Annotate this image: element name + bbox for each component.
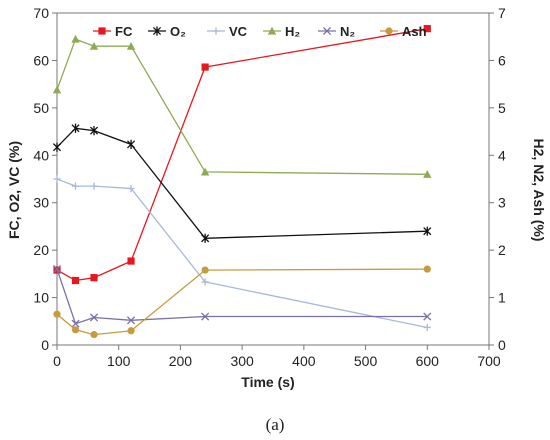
series-line bbox=[56, 127, 428, 239]
right-axis: 0 1 2 3 4 5 6 7 bbox=[489, 5, 506, 353]
left-tick-label: 10 bbox=[33, 290, 49, 306]
series-layer bbox=[52, 25, 432, 339]
x-tick-label: 100 bbox=[107, 353, 131, 369]
data-point bbox=[90, 330, 98, 339]
data-point bbox=[423, 170, 432, 178]
left-axis: 0 10 20 30 40 50 60 70 bbox=[33, 5, 57, 353]
series-line bbox=[56, 28, 428, 282]
data-point bbox=[89, 313, 99, 322]
series-0 bbox=[53, 25, 431, 285]
legend-marker bbox=[152, 26, 162, 36]
left-tick-label: 60 bbox=[33, 52, 49, 68]
series-line bbox=[56, 38, 428, 175]
data-point bbox=[71, 34, 80, 43]
series-line bbox=[56, 268, 428, 336]
x-axis: 0 100 200 300 400 500 600 700 bbox=[53, 345, 501, 369]
x-tick-label: 700 bbox=[477, 353, 501, 369]
legend-label: Ash bbox=[402, 24, 427, 39]
data-point bbox=[89, 126, 99, 136]
right-tick-label: 2 bbox=[498, 242, 506, 258]
legend-label: VC bbox=[229, 24, 248, 39]
data-point bbox=[201, 312, 210, 321]
left-tick-label: 40 bbox=[33, 147, 49, 163]
x-tick-label: 300 bbox=[230, 353, 254, 369]
series-line bbox=[56, 268, 428, 325]
data-point bbox=[127, 184, 135, 193]
data-point bbox=[423, 323, 431, 332]
left-tick-label: 0 bbox=[41, 337, 49, 353]
data-point bbox=[200, 167, 210, 176]
legend-marker bbox=[98, 27, 106, 35]
data-point bbox=[71, 319, 80, 328]
right-tick-label: 7 bbox=[498, 5, 506, 21]
data-point bbox=[127, 257, 135, 265]
legend-item-3: H₂ bbox=[263, 24, 300, 39]
figure-caption: (a) bbox=[266, 415, 285, 434]
series-line bbox=[56, 178, 428, 329]
right-axis-title: H2, N2, Ash (%) bbox=[531, 139, 547, 242]
data-point bbox=[89, 42, 99, 50]
data-point bbox=[90, 182, 98, 190]
left-tick-label: 30 bbox=[33, 195, 49, 211]
right-tick-label: 3 bbox=[498, 195, 506, 211]
left-axis-title: FC, O2, VC (%) bbox=[6, 141, 22, 239]
data-point bbox=[201, 266, 209, 274]
series-2 bbox=[53, 175, 431, 332]
data-point bbox=[201, 63, 209, 71]
x-tick-label: 0 bbox=[53, 353, 61, 369]
legend-item-5: Ash bbox=[380, 24, 427, 39]
data-point bbox=[52, 142, 62, 152]
data-point bbox=[71, 326, 80, 334]
legend-label: N₂ bbox=[340, 24, 355, 39]
legend-marker bbox=[322, 26, 332, 36]
series-4 bbox=[52, 265, 432, 328]
data-point bbox=[423, 25, 431, 33]
data-point bbox=[71, 276, 80, 285]
data-point bbox=[90, 274, 98, 282]
legend-label: FC bbox=[115, 24, 133, 39]
x-tick-label: 400 bbox=[292, 353, 316, 369]
data-point bbox=[423, 312, 432, 321]
right-tick-label: 6 bbox=[498, 52, 506, 68]
left-tick-label: 50 bbox=[33, 100, 49, 116]
series-3 bbox=[52, 34, 432, 178]
data-point bbox=[126, 316, 136, 325]
left-tick-label: 20 bbox=[33, 242, 49, 258]
data-point bbox=[127, 327, 135, 335]
data-point bbox=[201, 278, 209, 286]
data-point bbox=[126, 139, 136, 149]
left-tick-label: 70 bbox=[33, 5, 49, 21]
legend-item-4: N₂ bbox=[318, 24, 355, 39]
x-tick-label: 200 bbox=[169, 353, 193, 369]
legend-item-2: VC bbox=[207, 24, 248, 39]
right-tick-label: 5 bbox=[498, 100, 506, 116]
right-tick-label: 0 bbox=[498, 337, 506, 353]
legend-marker bbox=[267, 26, 277, 35]
data-point bbox=[71, 182, 80, 190]
series-5 bbox=[53, 265, 431, 339]
legend-item-1: O₂ bbox=[148, 24, 186, 39]
data-point bbox=[53, 175, 61, 183]
data-point bbox=[52, 265, 62, 274]
legend-item-0: FC bbox=[93, 24, 133, 39]
x-tick-label: 500 bbox=[354, 353, 378, 369]
data-point bbox=[126, 42, 136, 50]
legend-label: O₂ bbox=[170, 24, 186, 39]
right-tick-label: 1 bbox=[498, 290, 506, 306]
data-point bbox=[201, 233, 210, 243]
data-point bbox=[52, 85, 62, 94]
legend: FC O₂ VC H₂ N₂ Ash bbox=[93, 24, 427, 39]
data-point bbox=[423, 265, 431, 273]
right-tick-label: 4 bbox=[498, 147, 506, 163]
data-point bbox=[423, 226, 432, 236]
legend-marker bbox=[212, 27, 220, 35]
x-axis-title: Time (s) bbox=[241, 374, 294, 390]
legend-label: H₂ bbox=[285, 24, 300, 39]
x-tick-label: 600 bbox=[416, 353, 440, 369]
data-point bbox=[71, 123, 80, 133]
series-1 bbox=[52, 123, 432, 243]
legend-marker bbox=[385, 27, 393, 35]
data-point bbox=[53, 310, 61, 318]
